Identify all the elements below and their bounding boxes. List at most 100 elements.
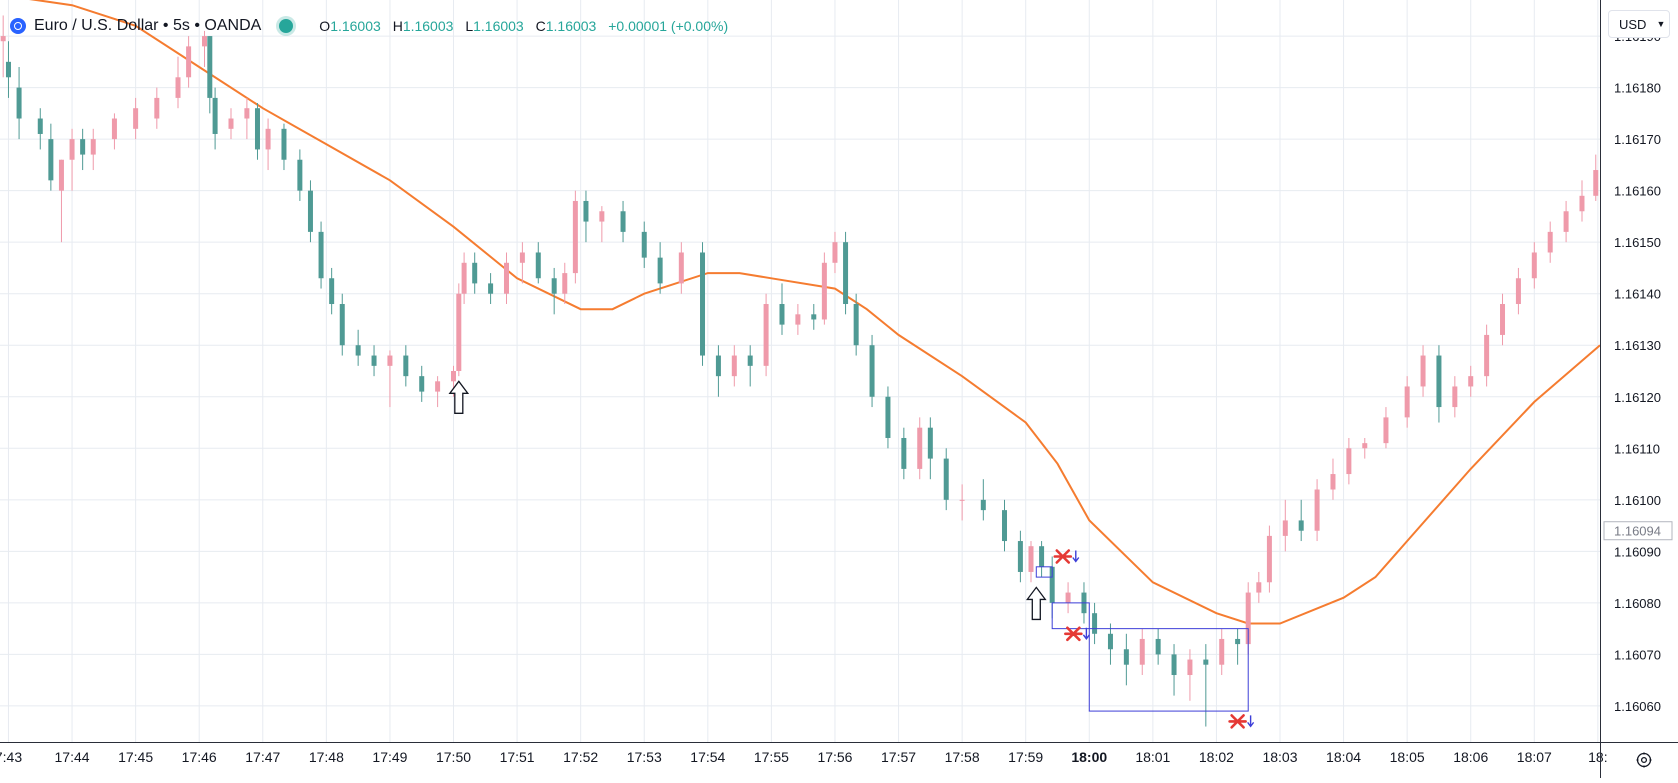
x-tick-label: 17:48 bbox=[309, 749, 344, 765]
interval-label[interactable]: 5s bbox=[172, 17, 190, 34]
current-price-label: 1.16094 bbox=[1614, 524, 1661, 539]
grid bbox=[0, 0, 1600, 742]
candle-body bbox=[307, 190, 313, 232]
candle-body bbox=[1092, 613, 1098, 634]
candle-body bbox=[1314, 489, 1320, 531]
x-tick-label: 17:52 bbox=[563, 749, 598, 765]
candle-body bbox=[1187, 659, 1193, 676]
y-tick-label: 1.16130 bbox=[1614, 338, 1661, 353]
candle-body bbox=[1383, 417, 1389, 444]
zone-rectangle bbox=[1051, 602, 1090, 630]
candle-body bbox=[1171, 654, 1177, 676]
candle-body bbox=[1330, 474, 1336, 490]
candle-body bbox=[678, 252, 684, 284]
candle-body bbox=[1065, 592, 1071, 603]
currency-label: USD bbox=[1619, 16, 1647, 32]
candle-body bbox=[747, 355, 753, 366]
currency-button[interactable]: USD ▼ bbox=[1608, 10, 1670, 38]
x-tick-label: 17:54 bbox=[690, 749, 725, 765]
symbol-name[interactable]: Euro / U.S. Dollar bbox=[34, 17, 159, 34]
candle-body bbox=[154, 97, 160, 119]
cross-icon bbox=[1053, 549, 1073, 564]
down-arrow-icon bbox=[1247, 715, 1255, 728]
close-value: 1.16003 bbox=[545, 18, 597, 34]
drawings bbox=[448, 380, 1255, 729]
candle-body bbox=[1362, 443, 1368, 449]
open-value: 1.16003 bbox=[330, 18, 381, 34]
candle-body bbox=[1468, 376, 1474, 387]
cross-marker bbox=[1228, 714, 1255, 729]
y-tick-label: 1.16140 bbox=[1614, 287, 1661, 302]
candle-body bbox=[1404, 386, 1410, 418]
y-tick-label: 1.16180 bbox=[1614, 81, 1661, 96]
candle-body bbox=[1452, 386, 1458, 408]
candle-body bbox=[1282, 520, 1288, 536]
candle-body bbox=[80, 139, 86, 155]
candle-body bbox=[583, 200, 589, 222]
candle-body bbox=[254, 108, 260, 150]
candle-body bbox=[318, 231, 324, 279]
x-tick-label: 17:46 bbox=[182, 749, 217, 765]
candle-body bbox=[1203, 659, 1209, 665]
candle-body bbox=[779, 304, 785, 325]
y-tick-label: 1.16060 bbox=[1614, 699, 1661, 714]
candle-body bbox=[1028, 546, 1034, 572]
candle-body bbox=[572, 200, 578, 274]
x-tick-label: 17:51 bbox=[500, 749, 535, 765]
symbol-legend: Euro / U.S. Dollar • 5s • OANDA O1.16003… bbox=[10, 14, 728, 38]
exchange-label: OANDA bbox=[204, 17, 262, 34]
up-arrow-icon bbox=[1025, 586, 1047, 621]
zone-rectangle bbox=[1035, 566, 1053, 578]
candle-body bbox=[111, 118, 117, 140]
x-tick-label: 18: bbox=[1588, 749, 1607, 765]
candle-body bbox=[488, 283, 494, 294]
open-label: O bbox=[319, 18, 331, 34]
candle-body bbox=[1563, 211, 1569, 232]
candle-body bbox=[811, 314, 817, 320]
cross-icon bbox=[1064, 626, 1083, 642]
market-status-icon[interactable] bbox=[279, 19, 294, 33]
candle-body bbox=[472, 262, 478, 284]
candle-body bbox=[456, 293, 462, 371]
candle-body bbox=[562, 273, 568, 294]
candle-body bbox=[832, 242, 838, 263]
candle-body bbox=[927, 427, 933, 459]
y-tick-label: 1.16110 bbox=[1614, 441, 1660, 456]
candle-body bbox=[207, 36, 213, 98]
candle-body bbox=[943, 458, 949, 500]
down-arrow-icon bbox=[1072, 550, 1080, 563]
x-tick-label: 18:01 bbox=[1135, 749, 1170, 765]
candle-body bbox=[133, 108, 139, 129]
candle-body bbox=[519, 252, 525, 263]
candle-body bbox=[599, 211, 605, 222]
low-value: 1.16003 bbox=[473, 18, 524, 34]
y-tick-label: 1.16090 bbox=[1614, 544, 1661, 559]
candle-body bbox=[90, 139, 96, 155]
x-tick-label: 17:45 bbox=[118, 749, 153, 765]
candle-body bbox=[1017, 541, 1023, 572]
candle-body bbox=[1547, 231, 1553, 253]
separator: • bbox=[189, 17, 205, 34]
candle-body bbox=[885, 396, 891, 438]
candle-body bbox=[980, 499, 986, 511]
candle-body bbox=[715, 355, 721, 377]
candle-body bbox=[202, 36, 208, 47]
x-tick-label: 18:07 bbox=[1517, 749, 1552, 765]
y-tick-label: 1.16070 bbox=[1614, 647, 1661, 662]
candle-body bbox=[763, 304, 769, 366]
candle-body bbox=[58, 159, 64, 191]
candle-body bbox=[387, 355, 393, 366]
high-label: H bbox=[392, 18, 403, 34]
candle-body bbox=[1139, 638, 1145, 665]
candle-body bbox=[48, 139, 54, 181]
candle-body bbox=[281, 128, 287, 160]
separator: • bbox=[158, 17, 173, 34]
x-tick-label: 17:58 bbox=[945, 749, 980, 765]
candle-body bbox=[917, 427, 923, 469]
x-tick-label: 17:44 bbox=[55, 749, 90, 765]
candle-body bbox=[1002, 510, 1008, 542]
settings-button[interactable] bbox=[1632, 748, 1656, 772]
candle-body bbox=[1235, 638, 1241, 645]
